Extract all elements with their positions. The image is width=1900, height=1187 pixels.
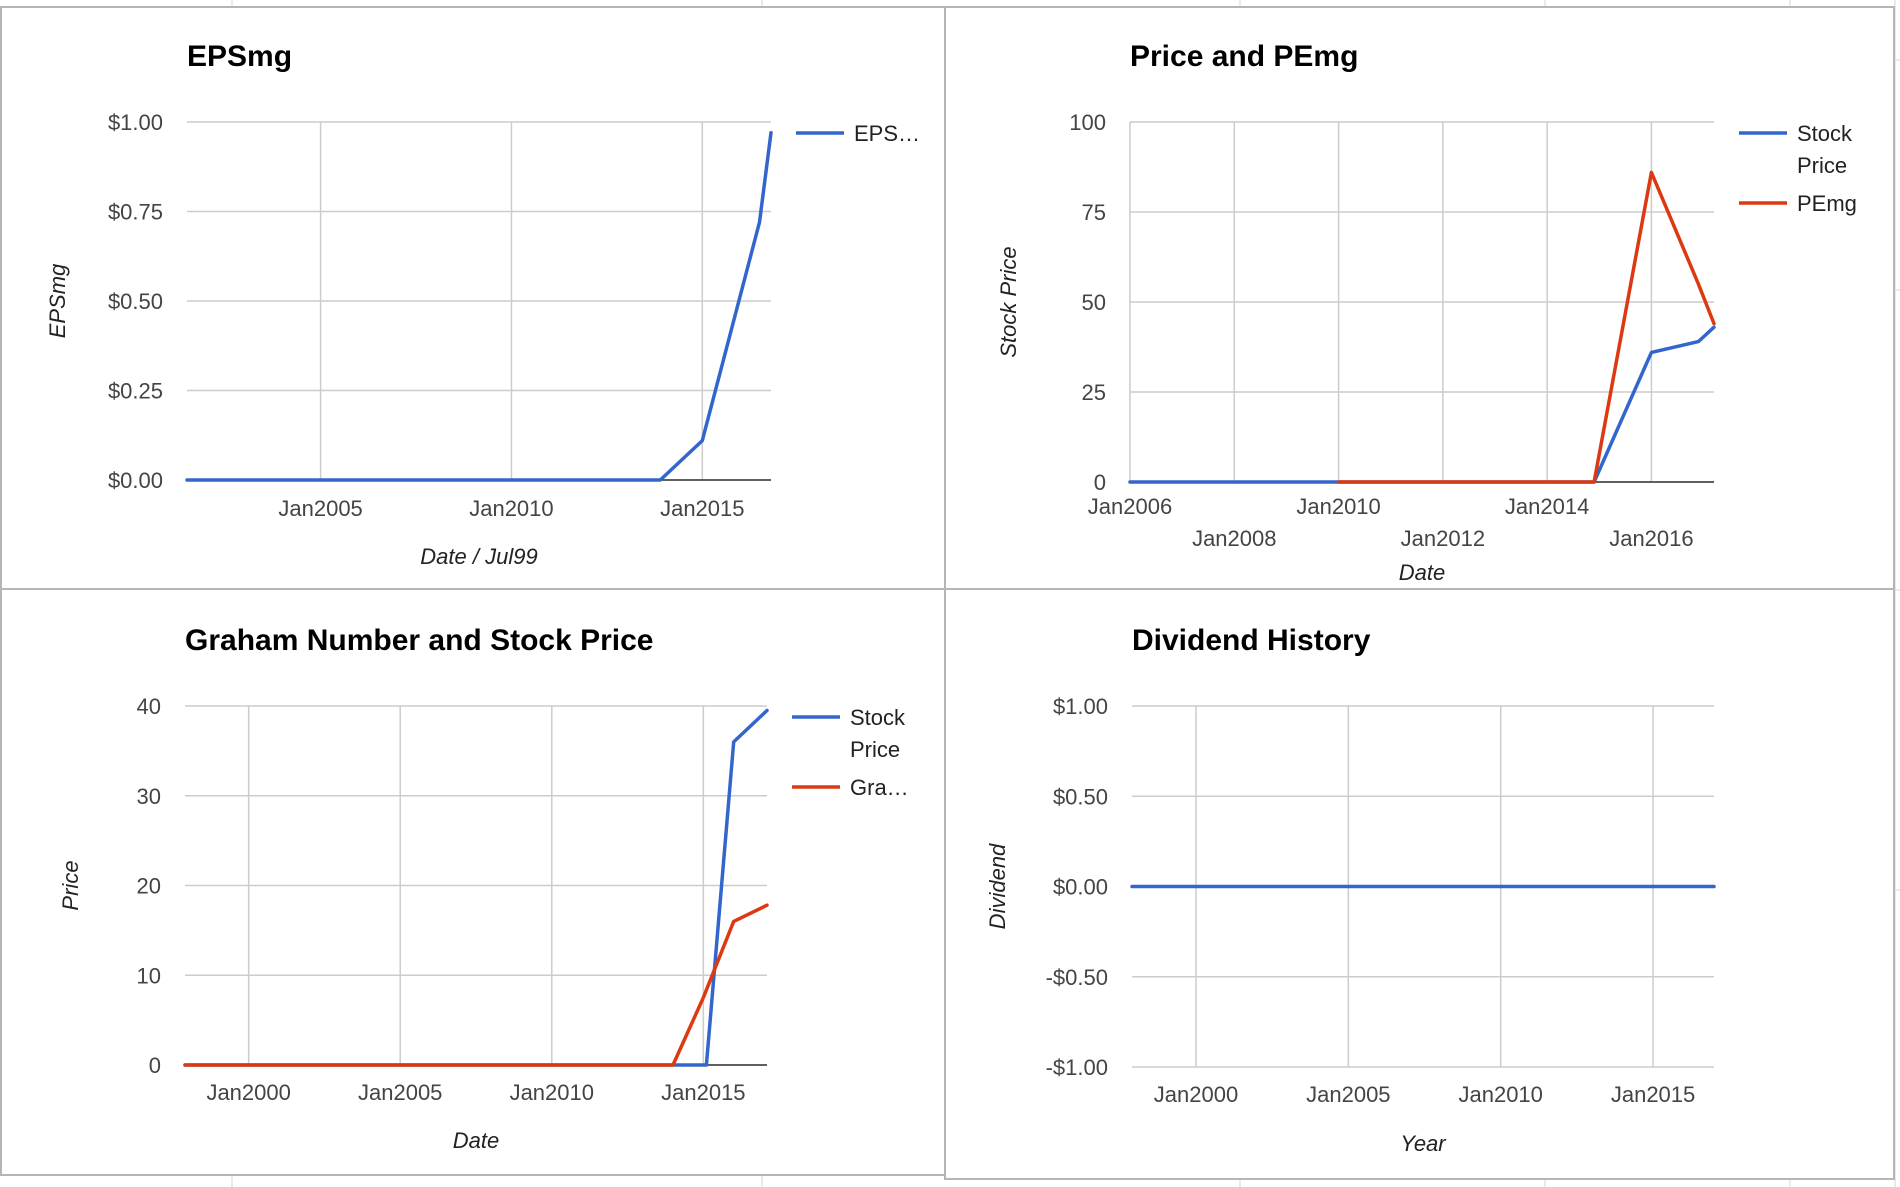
chart-panel-epsmg[interactable]: EPSmg $0.00 $0.25 $0.50 $0.75 $1.00 Jan2005 Jan…: [0, 6, 946, 590]
y-tick-label: 100: [1069, 110, 1106, 135]
x-axis-title: Year: [1400, 1131, 1447, 1156]
chart-panel-graham-number[interactable]: Graham Number and Stock Price 0 10 20 30 40 Ja…: [0, 588, 946, 1176]
y-axis-title: Dividend: [985, 843, 1010, 929]
legend-label: Price: [850, 737, 900, 762]
y-tick-label: -$1.00: [1046, 1055, 1108, 1080]
x-tick-label: Jan2016: [1609, 526, 1693, 551]
x-tick-label: Jan2000: [206, 1080, 290, 1105]
series-line-0: [1128, 325, 1716, 484]
series-line-0: [183, 708, 769, 1067]
y-tick-label: $0.00: [1053, 875, 1108, 900]
x-tick-label: Jan2005: [358, 1080, 442, 1105]
y-tick-label: 30: [137, 784, 161, 809]
legend-label: PEmg: [1797, 191, 1857, 216]
x-tick-label: Jan2006: [1088, 494, 1172, 519]
chart-title: Price and PEmg: [1130, 40, 1358, 73]
y-tick-label: $1.00: [108, 110, 163, 135]
chart-title: Graham Number and Stock Price: [185, 624, 654, 657]
y-tick-label: 10: [137, 963, 161, 988]
y-tick-label: 50: [1082, 290, 1106, 315]
x-tick-label: Jan2012: [1401, 526, 1485, 551]
y-tick-label: 0: [1094, 470, 1106, 495]
y-tick-label: 75: [1082, 200, 1106, 225]
chart-dividend-history: Dividend History -$1.00 -$0.50 $0.00 $0.50 $1…: [985, 624, 1716, 1156]
y-tick-label: $0.00: [108, 468, 163, 493]
y-tick-label: 25: [1082, 380, 1106, 405]
x-tick-label: Jan2015: [660, 496, 744, 521]
chart-panel-price-and-pemg[interactable]: Price and PEmg 0 25 50 75 100 Jan2006 Jan2008 Ja…: [944, 6, 1895, 590]
chart-panel-dividend-history[interactable]: Dividend History -$1.00 -$0.50 $0.00 $0.50 $1…: [944, 588, 1895, 1180]
x-tick-label: Jan2014: [1505, 494, 1589, 519]
y-tick-label: -$0.50: [1046, 965, 1108, 990]
chart-graham-number-and-stock-price: Graham Number and Stock Price 0 10 20 30 40 Ja…: [58, 624, 909, 1153]
chart-title: Dividend History: [1132, 624, 1371, 657]
y-tick-label: 20: [137, 874, 161, 899]
y-tick-label: $0.50: [1053, 784, 1108, 809]
chart-title: EPSmg: [187, 40, 292, 73]
chart-price-and-pemg: Price and PEmg 0 25 50 75 100 Jan2006 Jan2008 Ja…: [996, 40, 1857, 585]
y-tick-label: 40: [137, 694, 161, 719]
chart-epsmg: EPSmg $0.00 $0.25 $0.50 $0.75 $1.00 Jan2005 Jan…: [45, 40, 920, 569]
y-tick-label: 0: [149, 1053, 161, 1078]
x-tick-label: Jan2010: [1458, 1082, 1542, 1107]
x-tick-label: Jan2015: [661, 1080, 745, 1105]
y-tick-label: $0.50: [108, 289, 163, 314]
x-tick-label: Jan2008: [1192, 526, 1276, 551]
legend-label: Gra…: [850, 775, 909, 800]
x-tick-label: Jan2005: [278, 496, 362, 521]
legend-label: Stock: [1797, 121, 1853, 146]
series-line-0: [185, 130, 773, 482]
x-tick-label: Jan2015: [1611, 1082, 1695, 1107]
x-tick-label: Jan2010: [1296, 494, 1380, 519]
x-axis-title: Date: [453, 1128, 499, 1153]
y-axis-title: Price: [58, 860, 83, 910]
y-axis-title: Stock Price: [996, 246, 1021, 357]
x-tick-label: Jan2010: [469, 496, 553, 521]
y-tick-label: $0.25: [108, 379, 163, 404]
series-line-1: [183, 903, 769, 1067]
legend-label: Price: [1797, 153, 1847, 178]
y-tick-label: $0.75: [108, 200, 163, 225]
y-axis-title: EPSmg: [45, 263, 70, 338]
x-axis-title: Date / Jul99: [420, 544, 537, 569]
x-axis-title: Date: [1399, 560, 1445, 585]
x-tick-label: Jan2005: [1306, 1082, 1390, 1107]
series-line-1: [1336, 170, 1716, 484]
legend-label: Stock: [850, 705, 906, 730]
y-tick-label: $1.00: [1053, 694, 1108, 719]
x-tick-label: Jan2000: [1154, 1082, 1238, 1107]
x-tick-label: Jan2010: [510, 1080, 594, 1105]
legend-label: EPS…: [854, 121, 920, 146]
